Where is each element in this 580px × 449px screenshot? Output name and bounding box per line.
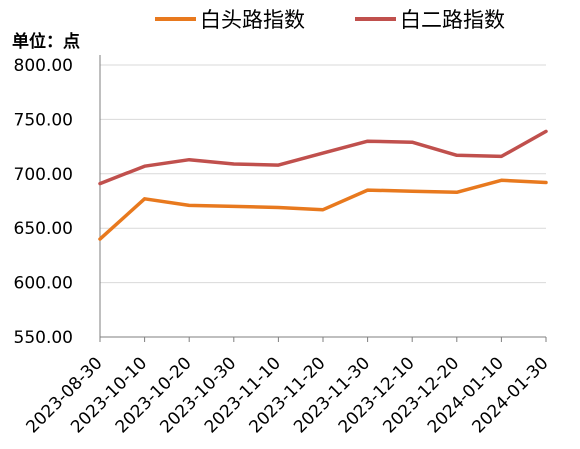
y-tick-label: 800.00 (14, 56, 73, 76)
y-tick-label: 700.00 (14, 165, 73, 185)
legend: 白头路指数 白二路指数 (155, 8, 505, 32)
y-tick-label: 650.00 (14, 219, 73, 239)
y-tick-label: 750.00 (14, 110, 73, 130)
series-line-1 (98, 178, 548, 241)
series-line-2 (98, 129, 548, 186)
axes (99, 55, 547, 342)
legend-label-series-1: 白头路指数 (200, 8, 305, 32)
unit-label: 单位：点 (12, 31, 80, 52)
series-lines (98, 129, 548, 241)
gridlines (100, 64, 546, 284)
legend-label-series-2: 白二路指数 (400, 8, 505, 32)
y-tick-label: 550.00 (14, 328, 73, 348)
x-axis-ticks: 2023-08-302023-10-102023-10-202023-10-30… (23, 353, 553, 437)
y-axis-ticks: 550.00 600.00 650.00 700.00 750.00 800.00 (14, 56, 73, 348)
y-tick-label: 600.00 (14, 274, 73, 294)
